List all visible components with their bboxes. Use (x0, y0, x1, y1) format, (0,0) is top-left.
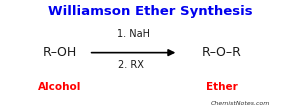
Text: Alcohol: Alcohol (38, 82, 82, 92)
Text: 2. RX: 2. RX (118, 60, 143, 70)
Text: Williamson Ether Synthesis: Williamson Ether Synthesis (48, 5, 252, 18)
Text: R–OH: R–OH (43, 46, 77, 59)
Text: Ether: Ether (206, 82, 238, 92)
Text: 1. NaH: 1. NaH (117, 29, 150, 39)
Text: ChemistNotes.com: ChemistNotes.com (210, 101, 270, 106)
Text: R–O–R: R–O–R (202, 46, 242, 59)
